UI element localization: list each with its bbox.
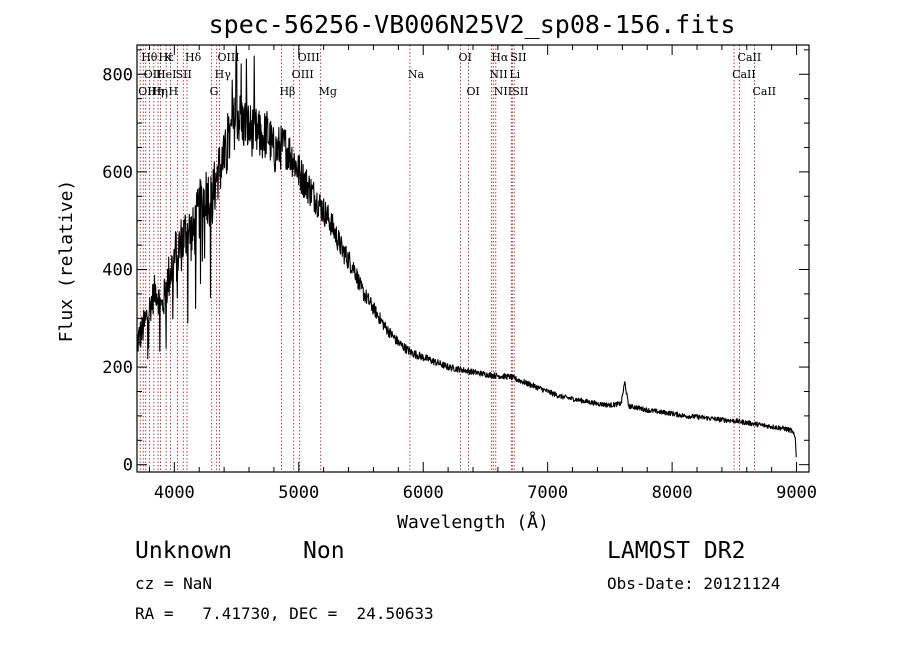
plot-frame [136,44,810,473]
x-tick-label: 8000 [652,483,693,503]
emission-line-markers [139,45,755,472]
y-tick-label: 800 [102,65,133,85]
y-tick-label: 0 [123,456,133,476]
emission-line-label: Na [408,68,425,81]
object-type: Unknown [135,538,232,564]
x-tick-label: 4000 [154,483,195,503]
spectrum-series-line [136,45,797,458]
emission-line-label: OIII [292,68,314,81]
y-tick-label: 400 [102,260,133,280]
emission-line-label: OIII [218,51,240,64]
emission-line-label: SII [510,51,526,64]
emission-line-label: H [168,85,178,98]
emission-line-label: SII [176,68,192,81]
emission-line-label: CaII [738,51,762,64]
observation-date: Obs-Date: 20121124 [607,574,781,593]
x-tick-label: 7000 [527,483,568,503]
emission-line-label: Hε [159,51,175,64]
emission-line-label: OIII [298,51,320,64]
emission-line-labels: OIIHθOIIHηHηHeIHεKHSIIHδGHγOIIIHβOIIIOII… [138,51,776,98]
y-tick-label: 200 [102,358,133,378]
emission-line-label: K [164,51,173,64]
emission-line-label: OII [144,68,162,81]
emission-line-label: NII [494,85,512,98]
emission-line-label: Hγ [215,68,232,81]
emission-line-label: HeI [156,68,176,81]
survey-name: LAMOST DR2 [607,538,746,564]
emission-line-label: Hβ [279,85,295,98]
emission-line-label: Li [509,68,520,81]
x-tick-label: 9000 [776,483,817,503]
emission-line-label: OI [459,51,472,64]
emission-line-label: Hη [147,85,163,98]
x-axis-ticks: 4000 5000 6000 7000 8000 9000 [148,45,817,503]
y-axis-ticks: 0 200 400 600 800 [102,49,809,476]
emission-line-label: SII [512,85,528,98]
chart-title: spec-56256-VB006N25V2_sp08-156.fits [209,10,736,39]
emission-line-label: Mg [319,85,337,98]
object-subclass: Non [303,538,345,564]
emission-line-label: Hθ [141,51,158,64]
y-tick-label: 600 [102,163,133,183]
x-tick-label: 5000 [278,483,319,503]
emission-line-label: G [210,85,219,98]
redshift-value: cz = NaN [135,574,213,593]
emission-line-label: OI [467,85,480,98]
emission-line-label: NII [489,68,507,81]
emission-line-label: OII [138,85,156,98]
sky-coordinates: RA = 7.41730, DEC = 24.50633 [135,604,434,623]
emission-line-label: Hη [152,85,168,98]
y-axis-label: Flux (relative) [56,180,77,343]
x-axis-label: Wavelength (Å) [397,511,549,533]
emission-line-label: Hα [491,51,509,64]
emission-line-label: Hδ [185,51,202,64]
emission-line-label: CaII [732,68,756,81]
emission-line-label: CaII [752,85,776,98]
x-tick-label: 6000 [403,483,444,503]
